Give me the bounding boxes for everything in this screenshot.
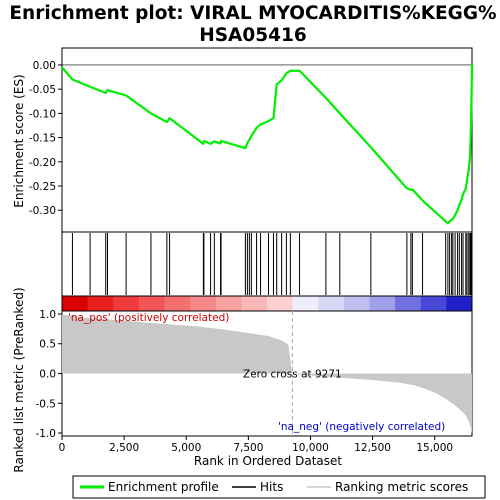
heat-bar-segment xyxy=(369,296,396,311)
x-tick-label: 2,500 xyxy=(109,442,139,454)
heat-bar-segment xyxy=(138,296,165,311)
legend: Enrichment profile Hits Ranking metric sco… xyxy=(72,475,486,499)
x-tick-label: 15,000 xyxy=(416,442,453,454)
x-tick-label: 10,000 xyxy=(292,442,329,454)
es-y-tick-label: 0.00 xyxy=(33,60,56,72)
chart-title-line1: Enrichment plot: VIRAL MYOCARDITIS%KEGG% xyxy=(9,3,496,24)
es-axis-label: Enrichment score (ES) xyxy=(12,74,26,207)
es-y-tick-label: -0.10 xyxy=(29,108,56,120)
legend-label: Hits xyxy=(260,480,283,494)
heat-bar-segment xyxy=(241,296,268,311)
heat-bar-segment xyxy=(113,296,140,311)
heat-bar-segment xyxy=(87,296,114,311)
es-y-tick-label: -0.05 xyxy=(29,84,56,96)
heat-bar-segment xyxy=(318,296,345,311)
metric-y-tick-label: 0.0 xyxy=(39,369,56,381)
x-tick-label: 7,500 xyxy=(233,442,263,454)
negative-correlation-label: 'na_neg' (negatively correlated) xyxy=(278,421,445,433)
es-y-tick-label: -0.30 xyxy=(29,205,56,217)
heat-bar-segment xyxy=(62,296,89,311)
heat-bar-segment xyxy=(190,296,217,311)
es-panel-frame xyxy=(61,47,473,233)
heat-bar-segment xyxy=(164,296,191,311)
heat-bar-segment xyxy=(395,296,422,311)
metric-y-tick-label: 1.0 xyxy=(39,309,56,321)
rank-heat-bar xyxy=(61,295,473,312)
legend-label: Ranking metric scores xyxy=(335,480,468,494)
es-y-tick-label: -0.15 xyxy=(29,133,56,145)
metric-y-tick-label: -1.0 xyxy=(36,428,57,440)
hits-panel xyxy=(61,231,473,297)
heat-bar-segment xyxy=(343,296,370,311)
metric-y-tick-label: -0.5 xyxy=(36,398,57,410)
heat-bar-segment xyxy=(215,296,242,311)
x-tick-label: 12,500 xyxy=(354,442,391,454)
x-tick-label: 0 xyxy=(59,442,66,454)
ranking-metric-area xyxy=(62,313,472,434)
heat-bar-segment xyxy=(420,296,447,311)
ranked-metric-panel: 1.0 0.5 0.0 -0.5 -1.0 Zero cross at 9271 'na_p… xyxy=(36,309,473,454)
es-y-tick-label: -0.20 xyxy=(29,157,56,169)
heat-bar-segment xyxy=(292,296,319,311)
x-axis-label: Rank in Ordered Dataset xyxy=(194,454,342,468)
metric-y-tick-label: 0.5 xyxy=(39,339,56,351)
heat-bar-segment xyxy=(267,296,294,311)
chart-title-line2: HSA05416 xyxy=(199,25,307,46)
legend-frame xyxy=(72,475,486,499)
zero-cross-label: Zero cross at 9271 xyxy=(243,369,342,381)
heat-bar-segment xyxy=(446,296,473,311)
x-tick-label: 5,000 xyxy=(171,442,201,454)
positive-correlation-label: 'na_pos' (positively correlated) xyxy=(68,312,229,324)
metric-axis-label: Ranked list metric (PreRanked) xyxy=(12,287,26,472)
es-y-tick-label: -0.25 xyxy=(29,181,56,193)
legend-label: Enrichment profile xyxy=(108,480,219,494)
es-panel: 0.00 -0.05 -0.10 -0.15 -0.20 -0.25 -0.30 xyxy=(29,47,474,233)
enrichment-profile-line xyxy=(61,63,474,225)
